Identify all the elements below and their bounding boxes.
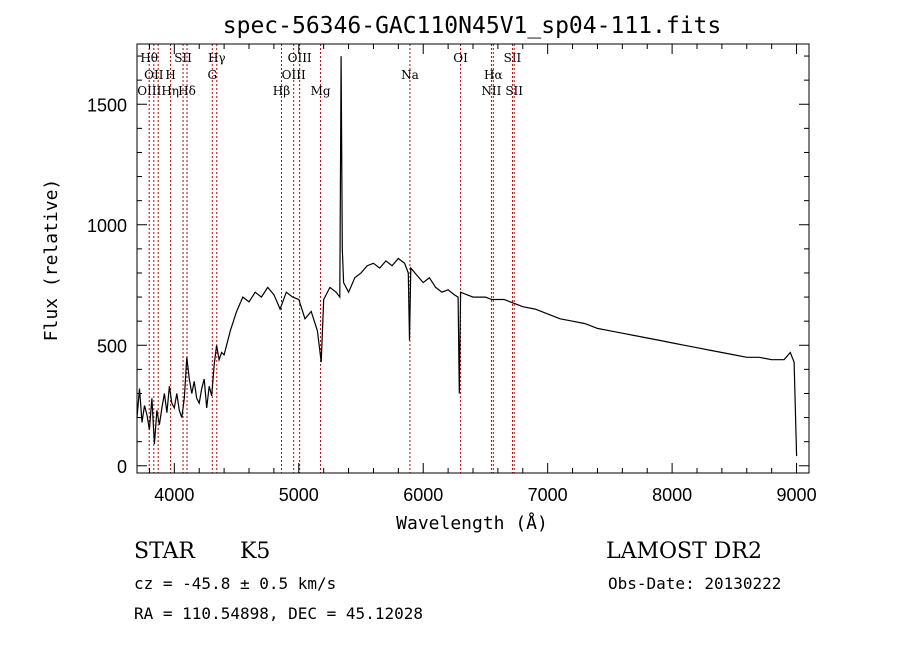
spectral-line-markers: Hθ OII OIIIHη H SII Hδ G Hγ Hβ OIII OIII Mg Na OI NII H… [137,44,523,473]
spectral-line-label: OIII [282,68,306,82]
spectral-line-label: Hγ [208,51,226,65]
x-tick-label: 8000 [652,485,692,505]
spectral-line-label: Hθ [140,51,158,65]
spectral-line-label: G [207,68,217,82]
y-tick-label: 1000 [87,216,127,236]
x-tick-label: 9000 [777,485,817,505]
x-tick-label: 5000 [279,485,319,505]
spectral-line-label: SII [174,51,192,65]
spectral-line-label: Hβ [273,84,290,98]
x-tick-label: 4000 [154,485,194,505]
observation-date: Obs-Date: 20130222 [608,574,782,593]
chart-title: spec-56346-GAC110N45V1_sp04-111.fits [223,13,722,39]
y-tick-label: 1500 [87,95,127,115]
spectral-line-label: SII [505,84,523,98]
spectral-line-label: OII [144,68,164,82]
survey-name: LAMOST DR2 [606,539,762,564]
axis-ticks: 4000 5000 6000 7000 8000 9000 0 500 1000 1500 [87,44,817,505]
spectrum-line [136,56,798,457]
spectral-line-label: Na [401,68,419,82]
y-tick-label: 0 [117,457,127,477]
spectral-line-label: NII [481,84,501,98]
object-class: STAR [134,539,195,564]
y-tick-label: 500 [97,336,127,356]
spectral-line-label: OIII [288,51,312,65]
redshift-readout: cz = -45.8 ± 0.5 km/s [134,574,337,593]
object-subclass: K5 [240,539,271,564]
spectral-line-label: OIIIHη [137,84,179,98]
spectral-line-label: OI [453,51,468,65]
plot-frame [136,43,810,474]
x-axis-label: Wavelength (Å) [396,512,548,534]
y-axis-label: Flux (relative) [41,179,62,342]
x-tick-label: 7000 [528,485,568,505]
spectral-line-label: H [165,68,175,82]
spectral-line-label: SII [504,51,522,65]
coordinates-readout: RA = 110.54898, DEC = 45.12028 [134,604,423,623]
spectral-line-label: Mg [311,84,331,98]
spectral-line-label: Hδ [178,84,196,98]
x-tick-label: 6000 [403,485,443,505]
spectral-line-label: Hα [484,68,503,82]
